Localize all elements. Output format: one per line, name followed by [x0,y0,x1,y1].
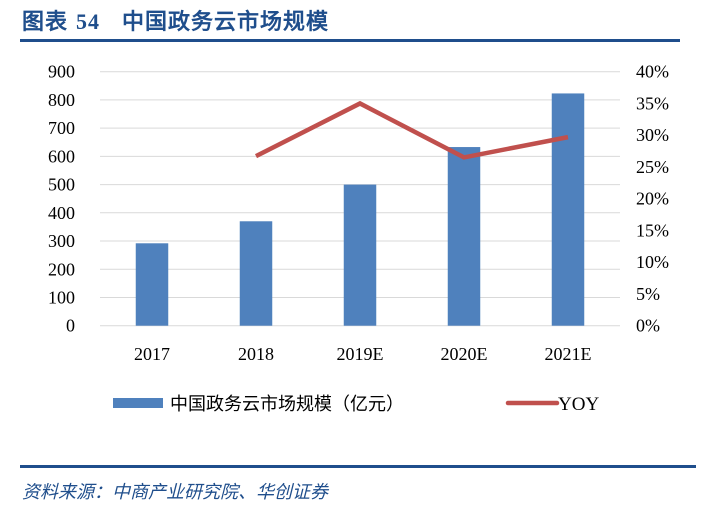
figure-title: 图表 54 中国政务云市场规模 [22,4,329,36]
legend-bar-label: 中国政务云市场规模（亿元） [170,394,404,414]
left-axis-tick: 700 [48,118,75,138]
bar [551,93,585,326]
left-axis-tick: 900 [48,62,75,82]
right-axis-tick: 30% [636,125,669,145]
left-axis-tick: 0 [66,316,75,336]
left-axis-tick: 600 [48,146,75,166]
right-axis-tick: 40% [636,62,669,82]
left-axis-tick: 200 [48,259,75,279]
x-axis-label: 2021E [545,344,592,364]
right-axis-tick: 15% [636,220,669,240]
bar [135,243,169,326]
legend-line-label: YOY [558,394,599,415]
right-axis-tick: 35% [636,93,669,113]
chart: 0 100 200 300 400 500 600 700 800 900 0% 5% 10% 15% 20… [48,62,669,415]
legend-bar-swatch [113,398,163,408]
left-axis-tick: 500 [48,175,75,195]
right-axis-tick: 10% [636,252,669,272]
bar [239,221,273,326]
bar [343,184,377,326]
right-axis-tick: 25% [636,157,669,177]
x-axis-label: 2017 [134,344,170,364]
right-axis-tick: 20% [636,189,669,209]
left-axis-tick: 400 [48,203,75,223]
figure-prefix: 图表 [22,9,69,34]
right-axis-tick: 5% [636,284,660,304]
x-axis-label: 2018 [238,344,274,364]
yoy-line [254,100,569,160]
bar [447,147,481,326]
left-axis-tick: 300 [48,231,75,251]
x-axis-label: 2019E [337,344,384,364]
figure-title-text: 中国政务云市场规模 [122,9,330,34]
right-axis-tick: 0% [636,316,660,336]
figure-number: 54 [76,9,101,34]
source-divider [20,465,696,468]
left-axis-tick: 800 [48,90,75,110]
x-axis-label: 2020E [441,344,488,364]
left-axis-tick: 100 [48,287,75,307]
title-divider [20,39,680,42]
source-note: 资料来源：中商产业研究院、华创证券 [22,482,328,502]
